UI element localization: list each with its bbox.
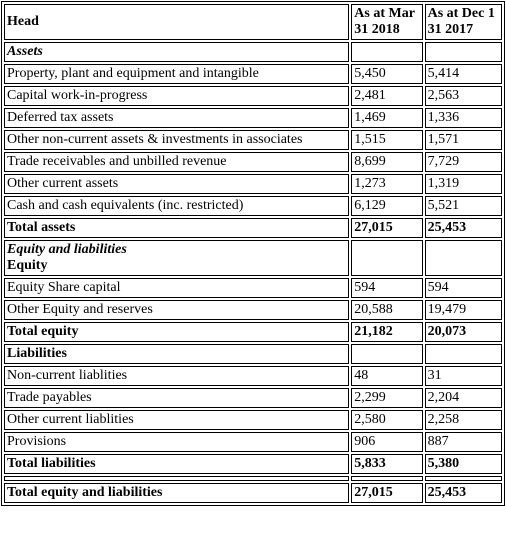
row-value-2017: 2,204 [425, 388, 502, 408]
total-value-2017: 20,073 [425, 322, 502, 342]
row-value-2018: 5,450 [351, 64, 422, 84]
section-row-liabilities: Liabilities [4, 344, 502, 364]
row-label: Deferred tax assets [4, 108, 349, 128]
total-row-equity: Total equity 21,182 20,073 [4, 322, 502, 342]
total-value-2018: 21,182 [351, 322, 422, 342]
total-value-2017: 25,453 [425, 218, 502, 238]
row-value-2017: 1,571 [425, 130, 502, 150]
row-value-2018: 8,699 [351, 152, 422, 172]
row-value-2017: 19,479 [425, 300, 502, 320]
row-label: Trade payables [4, 388, 349, 408]
row-label: Other current assets [4, 174, 349, 194]
row-value-2017: 594 [425, 278, 502, 298]
row-value-2017: 1,319 [425, 174, 502, 194]
section-heading-liabilities: Liabilities [4, 344, 349, 364]
total-row-assets: Total assets 27,015 25,453 [4, 218, 502, 238]
table-row: Other Equity and reserves 20,588 19,479 [4, 300, 502, 320]
empty-cell [425, 42, 502, 62]
total-value-2018: 5,833 [351, 454, 422, 474]
table-row: Non-current liablities 48 31 [4, 366, 502, 386]
row-value-2018: 48 [351, 366, 422, 386]
empty-cell [351, 476, 422, 481]
total-row-liabilities: Total liabilities 5,833 5,380 [4, 454, 502, 474]
section-row-equity-liabilities: Equity and liabilities Equity [4, 240, 502, 276]
section-heading-equity: Equity [7, 258, 346, 274]
empty-cell [351, 240, 422, 276]
row-label: Equity Share capital [4, 278, 349, 298]
total-label: Total assets [4, 218, 349, 238]
row-value-2018: 1,515 [351, 130, 422, 150]
empty-cell [351, 344, 422, 364]
total-value-2018: 27,015 [351, 218, 422, 238]
row-label: Capital work-in-progress [4, 86, 349, 106]
section-heading-cell: Equity and liabilities Equity [4, 240, 349, 276]
empty-cell [351, 42, 422, 62]
row-value-2018: 20,588 [351, 300, 422, 320]
row-label: Trade receivables and unbilled revenue [4, 152, 349, 172]
empty-cell [4, 476, 349, 481]
row-value-2018: 594 [351, 278, 422, 298]
table-row: Other non-current assets & investments i… [4, 130, 502, 150]
header-col-dec-2017: As at Dec 1 31 2017 [425, 4, 502, 40]
row-value-2017: 5,521 [425, 196, 502, 216]
table-row: Deferred tax assets 1,469 1,336 [4, 108, 502, 128]
section-heading-equity-liabilities: Equity and liabilities [7, 242, 346, 258]
empty-cell [425, 344, 502, 364]
header-row: Head As at Mar 31 2018 As at Dec 1 31 20… [4, 4, 502, 40]
row-label: Other non-current assets & investments i… [4, 130, 349, 150]
section-row-assets: Assets [4, 42, 502, 62]
header-head: Head [4, 4, 349, 40]
section-heading-assets: Assets [4, 42, 349, 62]
total-value-2017: 5,380 [425, 454, 502, 474]
row-value-2017: 1,336 [425, 108, 502, 128]
total-value-2017: 25,453 [425, 483, 502, 503]
row-value-2018: 2,299 [351, 388, 422, 408]
table-row: Trade payables 2,299 2,204 [4, 388, 502, 408]
table-row: Provisions 906 887 [4, 432, 502, 452]
row-value-2018: 6,129 [351, 196, 422, 216]
row-value-2017: 2,563 [425, 86, 502, 106]
balance-sheet-table: Head As at Mar 31 2018 As at Dec 1 31 20… [1, 1, 505, 506]
row-value-2017: 5,414 [425, 64, 502, 84]
empty-cell [425, 240, 502, 276]
table-row: Trade receivables and unbilled revenue 8… [4, 152, 502, 172]
total-label: Total equity [4, 322, 349, 342]
row-label: Provisions [4, 432, 349, 452]
table-row: Capital work-in-progress 2,481 2,563 [4, 86, 502, 106]
header-col-mar-2018: As at Mar 31 2018 [351, 4, 422, 40]
table-row: Other current liablities 2,580 2,258 [4, 410, 502, 430]
spacer-row [4, 476, 502, 481]
row-value-2018: 2,481 [351, 86, 422, 106]
row-value-2018: 1,469 [351, 108, 422, 128]
total-label: Total liabilities [4, 454, 349, 474]
row-label: Property, plant and equipment and intang… [4, 64, 349, 84]
row-value-2018: 2,580 [351, 410, 422, 430]
table-row: Other current assets 1,273 1,319 [4, 174, 502, 194]
row-value-2017: 7,729 [425, 152, 502, 172]
total-row-equity-liabilities: Total equity and liabilities 27,015 25,4… [4, 483, 502, 503]
row-value-2018: 906 [351, 432, 422, 452]
row-value-2017: 2,258 [425, 410, 502, 430]
total-value-2018: 27,015 [351, 483, 422, 503]
row-label: Other Equity and reserves [4, 300, 349, 320]
table-row: Property, plant and equipment and intang… [4, 64, 502, 84]
row-value-2018: 1,273 [351, 174, 422, 194]
empty-cell [425, 476, 502, 481]
row-label: Non-current liablities [4, 366, 349, 386]
row-label: Other current liablities [4, 410, 349, 430]
row-label: Cash and cash equivalents (inc. restrict… [4, 196, 349, 216]
row-value-2017: 31 [425, 366, 502, 386]
total-label: Total equity and liabilities [4, 483, 349, 503]
table-row: Cash and cash equivalents (inc. restrict… [4, 196, 502, 216]
table-row: Equity Share capital 594 594 [4, 278, 502, 298]
row-value-2017: 887 [425, 432, 502, 452]
